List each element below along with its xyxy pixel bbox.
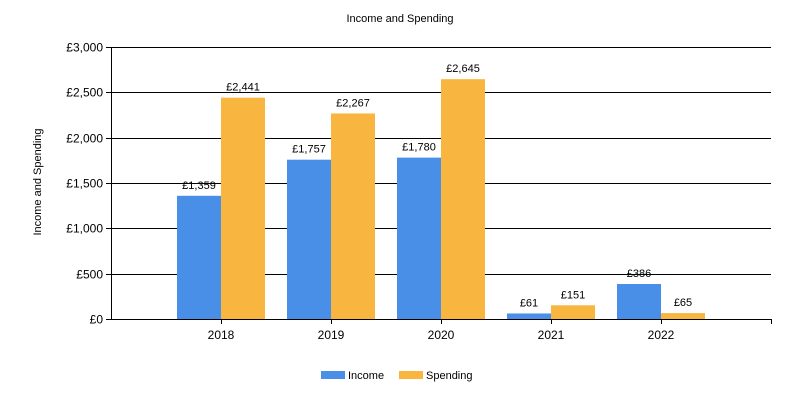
- x-axis-ticks: 2018 2019 2020 2021 2022: [208, 319, 772, 342]
- data-label: £386: [627, 268, 651, 280]
- bar-spending-2019: [331, 113, 375, 319]
- y-axis-label: Income and Spending: [32, 128, 44, 235]
- data-label: £65: [674, 297, 692, 309]
- data-label: £61: [520, 297, 538, 309]
- legend: Income Spending: [321, 370, 473, 382]
- data-label: £1,757: [292, 144, 326, 156]
- y-tick-label: £2,500: [66, 86, 103, 100]
- x-tick-label: 2019: [318, 328, 345, 342]
- bar-income-2019: [287, 159, 331, 319]
- x-tick-label: 2022: [648, 328, 675, 342]
- data-label: £151: [561, 289, 585, 301]
- bar-income-2018: [177, 195, 221, 319]
- data-label: £2,267: [336, 97, 370, 109]
- y-tick-label: £2,000: [66, 132, 103, 146]
- data-labels: £1,359 £1,757 £1,780 £61 £386 £2,441 £2,267 £2,…: [182, 63, 692, 309]
- x-tick-label: 2018: [208, 328, 235, 342]
- bars: [177, 79, 705, 319]
- bar-income-2022: [617, 284, 661, 319]
- y-tick-label: £500: [76, 268, 103, 282]
- y-tick-label: £0: [90, 313, 104, 327]
- legend-label-spending: Spending: [426, 370, 473, 382]
- bar-income-2021: [507, 313, 551, 319]
- legend-label-income: Income: [348, 370, 384, 382]
- y-tick-label: £1,500: [66, 177, 103, 191]
- data-label: £2,441: [226, 82, 260, 94]
- bar-spending-2018: [221, 97, 265, 319]
- y-tick-label: £1,000: [66, 222, 103, 236]
- bar-spending-2022: [661, 313, 705, 319]
- bar-spending-2021: [551, 305, 595, 319]
- x-tick-label: 2020: [428, 328, 455, 342]
- y-axis-ticks: £0 £500 £1,000 £1,500 £2,000 £2,500 £3,000: [66, 41, 111, 327]
- data-label: £1,359: [182, 180, 216, 192]
- data-label: £2,645: [446, 63, 480, 75]
- legend-swatch-spending: [399, 371, 423, 379]
- bar-income-2020: [397, 157, 441, 319]
- x-tick-label: 2021: [538, 328, 565, 342]
- bar-spending-2020: [441, 79, 485, 319]
- chart-title: Income and Spending: [346, 13, 453, 25]
- legend-swatch-income: [321, 371, 345, 379]
- y-tick-label: £3,000: [66, 41, 103, 55]
- data-label: £1,780: [402, 142, 436, 154]
